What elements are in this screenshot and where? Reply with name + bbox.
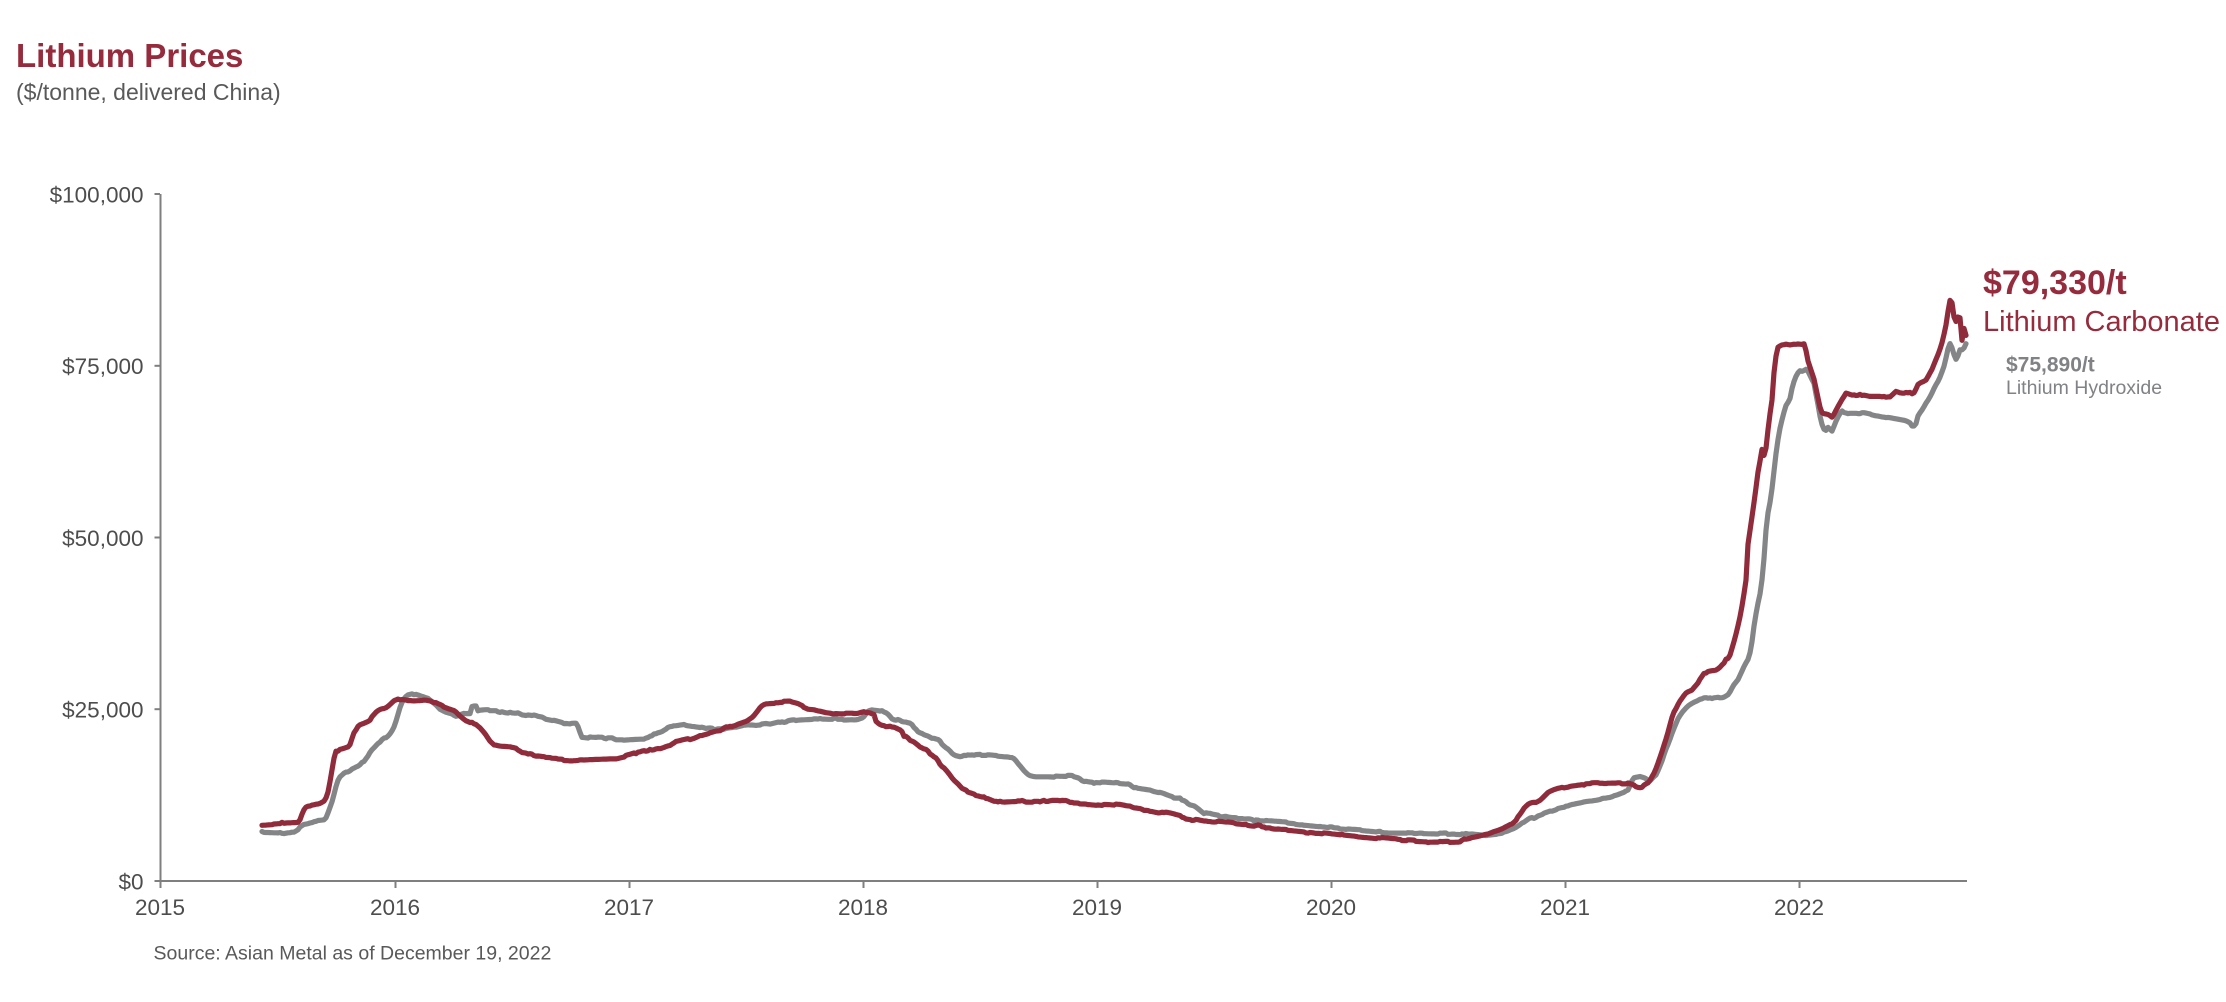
svg-text:Lithium Hydroxide: Lithium Hydroxide xyxy=(2006,377,2162,399)
svg-text:2018: 2018 xyxy=(838,895,888,920)
svg-text:2017: 2017 xyxy=(604,895,654,920)
svg-text:2021: 2021 xyxy=(1540,895,1590,920)
svg-text:$100,000: $100,000 xyxy=(50,182,144,207)
svg-text:$79,330/t: $79,330/t xyxy=(1983,264,2127,302)
svg-text:Source: Asian Metal as of Dece: Source: Asian Metal as of December 19, 2… xyxy=(154,943,552,965)
svg-text:$50,000: $50,000 xyxy=(62,526,143,551)
svg-text:2022: 2022 xyxy=(1774,895,1824,920)
svg-text:2019: 2019 xyxy=(1072,895,1122,920)
svg-text:$0: $0 xyxy=(118,869,143,894)
svg-text:$75,000: $75,000 xyxy=(62,354,143,379)
svg-text:Lithium Carbonate: Lithium Carbonate xyxy=(1983,306,2220,338)
svg-text:$75,890/t: $75,890/t xyxy=(2006,354,2095,377)
svg-text:Lithium Prices: Lithium Prices xyxy=(16,37,243,74)
svg-text:($/tonne, delivered China): ($/tonne, delivered China) xyxy=(16,79,281,105)
svg-text:$25,000: $25,000 xyxy=(62,698,143,723)
svg-text:2020: 2020 xyxy=(1306,895,1356,920)
svg-text:2015: 2015 xyxy=(135,895,185,920)
svg-text:2016: 2016 xyxy=(370,895,420,920)
